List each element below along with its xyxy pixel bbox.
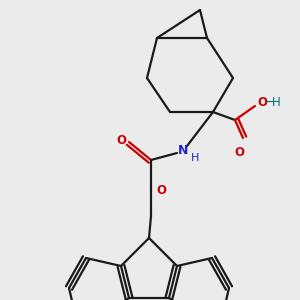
Text: H: H xyxy=(272,95,281,109)
Text: N: N xyxy=(178,143,188,157)
Text: O: O xyxy=(234,146,244,159)
Text: H: H xyxy=(191,153,199,163)
Text: O: O xyxy=(257,95,267,109)
Text: O: O xyxy=(116,134,126,146)
Text: −: − xyxy=(265,95,275,109)
Text: O: O xyxy=(156,184,166,196)
